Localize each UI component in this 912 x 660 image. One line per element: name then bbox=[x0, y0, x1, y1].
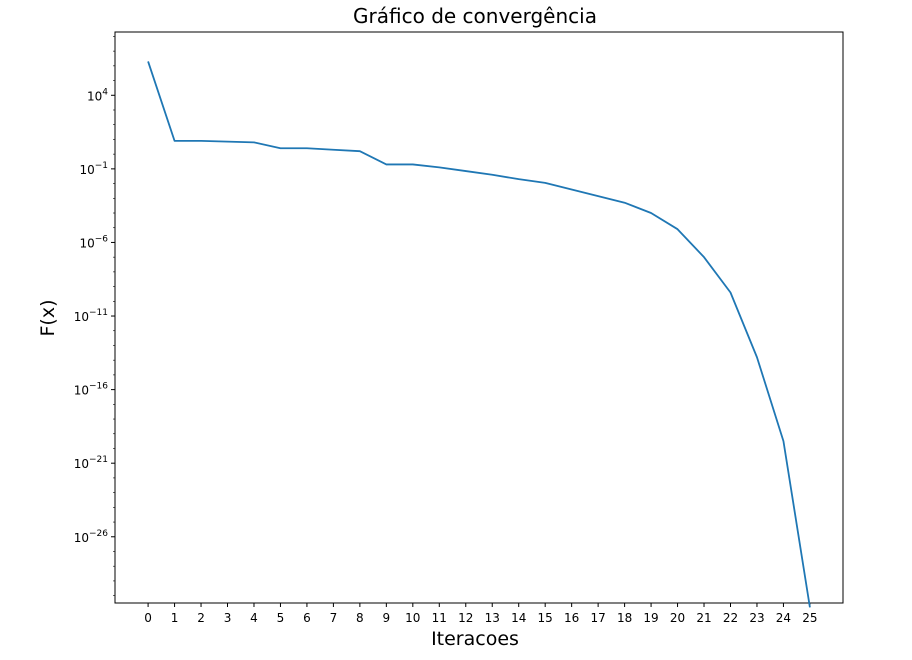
x-tick-label: 12 bbox=[458, 611, 473, 625]
x-tick-label: 15 bbox=[538, 611, 553, 625]
y-tick-label: 104 bbox=[87, 87, 108, 103]
series-line bbox=[147, 61, 811, 608]
x-tick-label: 1 bbox=[171, 611, 179, 625]
x-tick-label: 7 bbox=[330, 611, 338, 625]
y-tick-label: 10−11 bbox=[74, 308, 108, 324]
y-tick-exponent: −21 bbox=[89, 455, 108, 465]
chart-title: Gráfico de convergência bbox=[353, 4, 597, 28]
y-axis-title: F(x) bbox=[37, 300, 59, 337]
y-tick-exponent: −26 bbox=[89, 529, 108, 539]
series-layer bbox=[147, 61, 811, 608]
x-tick-label: 16 bbox=[564, 611, 579, 625]
y-tick-exponent: −16 bbox=[89, 382, 108, 392]
x-tick-label: 0 bbox=[144, 611, 152, 625]
x-tick-label: 24 bbox=[776, 611, 791, 625]
x-tick-label: 21 bbox=[696, 611, 711, 625]
y-tick-label: 10−26 bbox=[74, 529, 109, 545]
x-tick-label: 8 bbox=[356, 611, 364, 625]
y-tick-label: 10−16 bbox=[74, 382, 109, 398]
x-tick-label: 23 bbox=[749, 611, 764, 625]
y-tick-exponent: −6 bbox=[95, 234, 109, 244]
x-tick-label: 18 bbox=[617, 611, 632, 625]
x-axis-title: Iteracoes bbox=[431, 628, 519, 650]
x-tick-label: 5 bbox=[277, 611, 285, 625]
x-tick-label: 22 bbox=[723, 611, 738, 625]
x-tick-label: 11 bbox=[432, 611, 447, 625]
x-tick-label: 4 bbox=[250, 611, 258, 625]
y-axis: 104 10−1 10−6 10−11 10−16 10−21 10−26 bbox=[74, 36, 115, 596]
x-tick-label: 3 bbox=[224, 611, 232, 625]
x-tick-label: 20 bbox=[670, 611, 685, 625]
x-tick-label: 10 bbox=[405, 611, 420, 625]
y-tick-exponent: 4 bbox=[102, 87, 108, 97]
x-tick-label: 13 bbox=[485, 611, 500, 625]
y-tick-label: 10−21 bbox=[74, 455, 108, 471]
plot-area bbox=[114, 31, 844, 604]
x-tick-label: 19 bbox=[643, 611, 658, 625]
x-tick-label: 6 bbox=[303, 611, 311, 625]
y-tick-label: 10−6 bbox=[79, 234, 108, 250]
y-tick-exponent: −11 bbox=[89, 308, 108, 318]
x-tick-label: 25 bbox=[802, 611, 817, 625]
x-axis: 0 1 2 3 4 5 6 7 8 9 10 11 12 13 14 15 16 17 18 19 20 21 22 23 24… bbox=[144, 603, 818, 625]
x-tick-label: 9 bbox=[383, 611, 391, 625]
x-tick-label: 2 bbox=[197, 611, 205, 625]
y-tick-label: 10−1 bbox=[79, 161, 108, 177]
x-tick-label: 14 bbox=[511, 611, 526, 625]
x-tick-label: 17 bbox=[590, 611, 605, 625]
y-tick-exponent: −1 bbox=[95, 161, 108, 171]
